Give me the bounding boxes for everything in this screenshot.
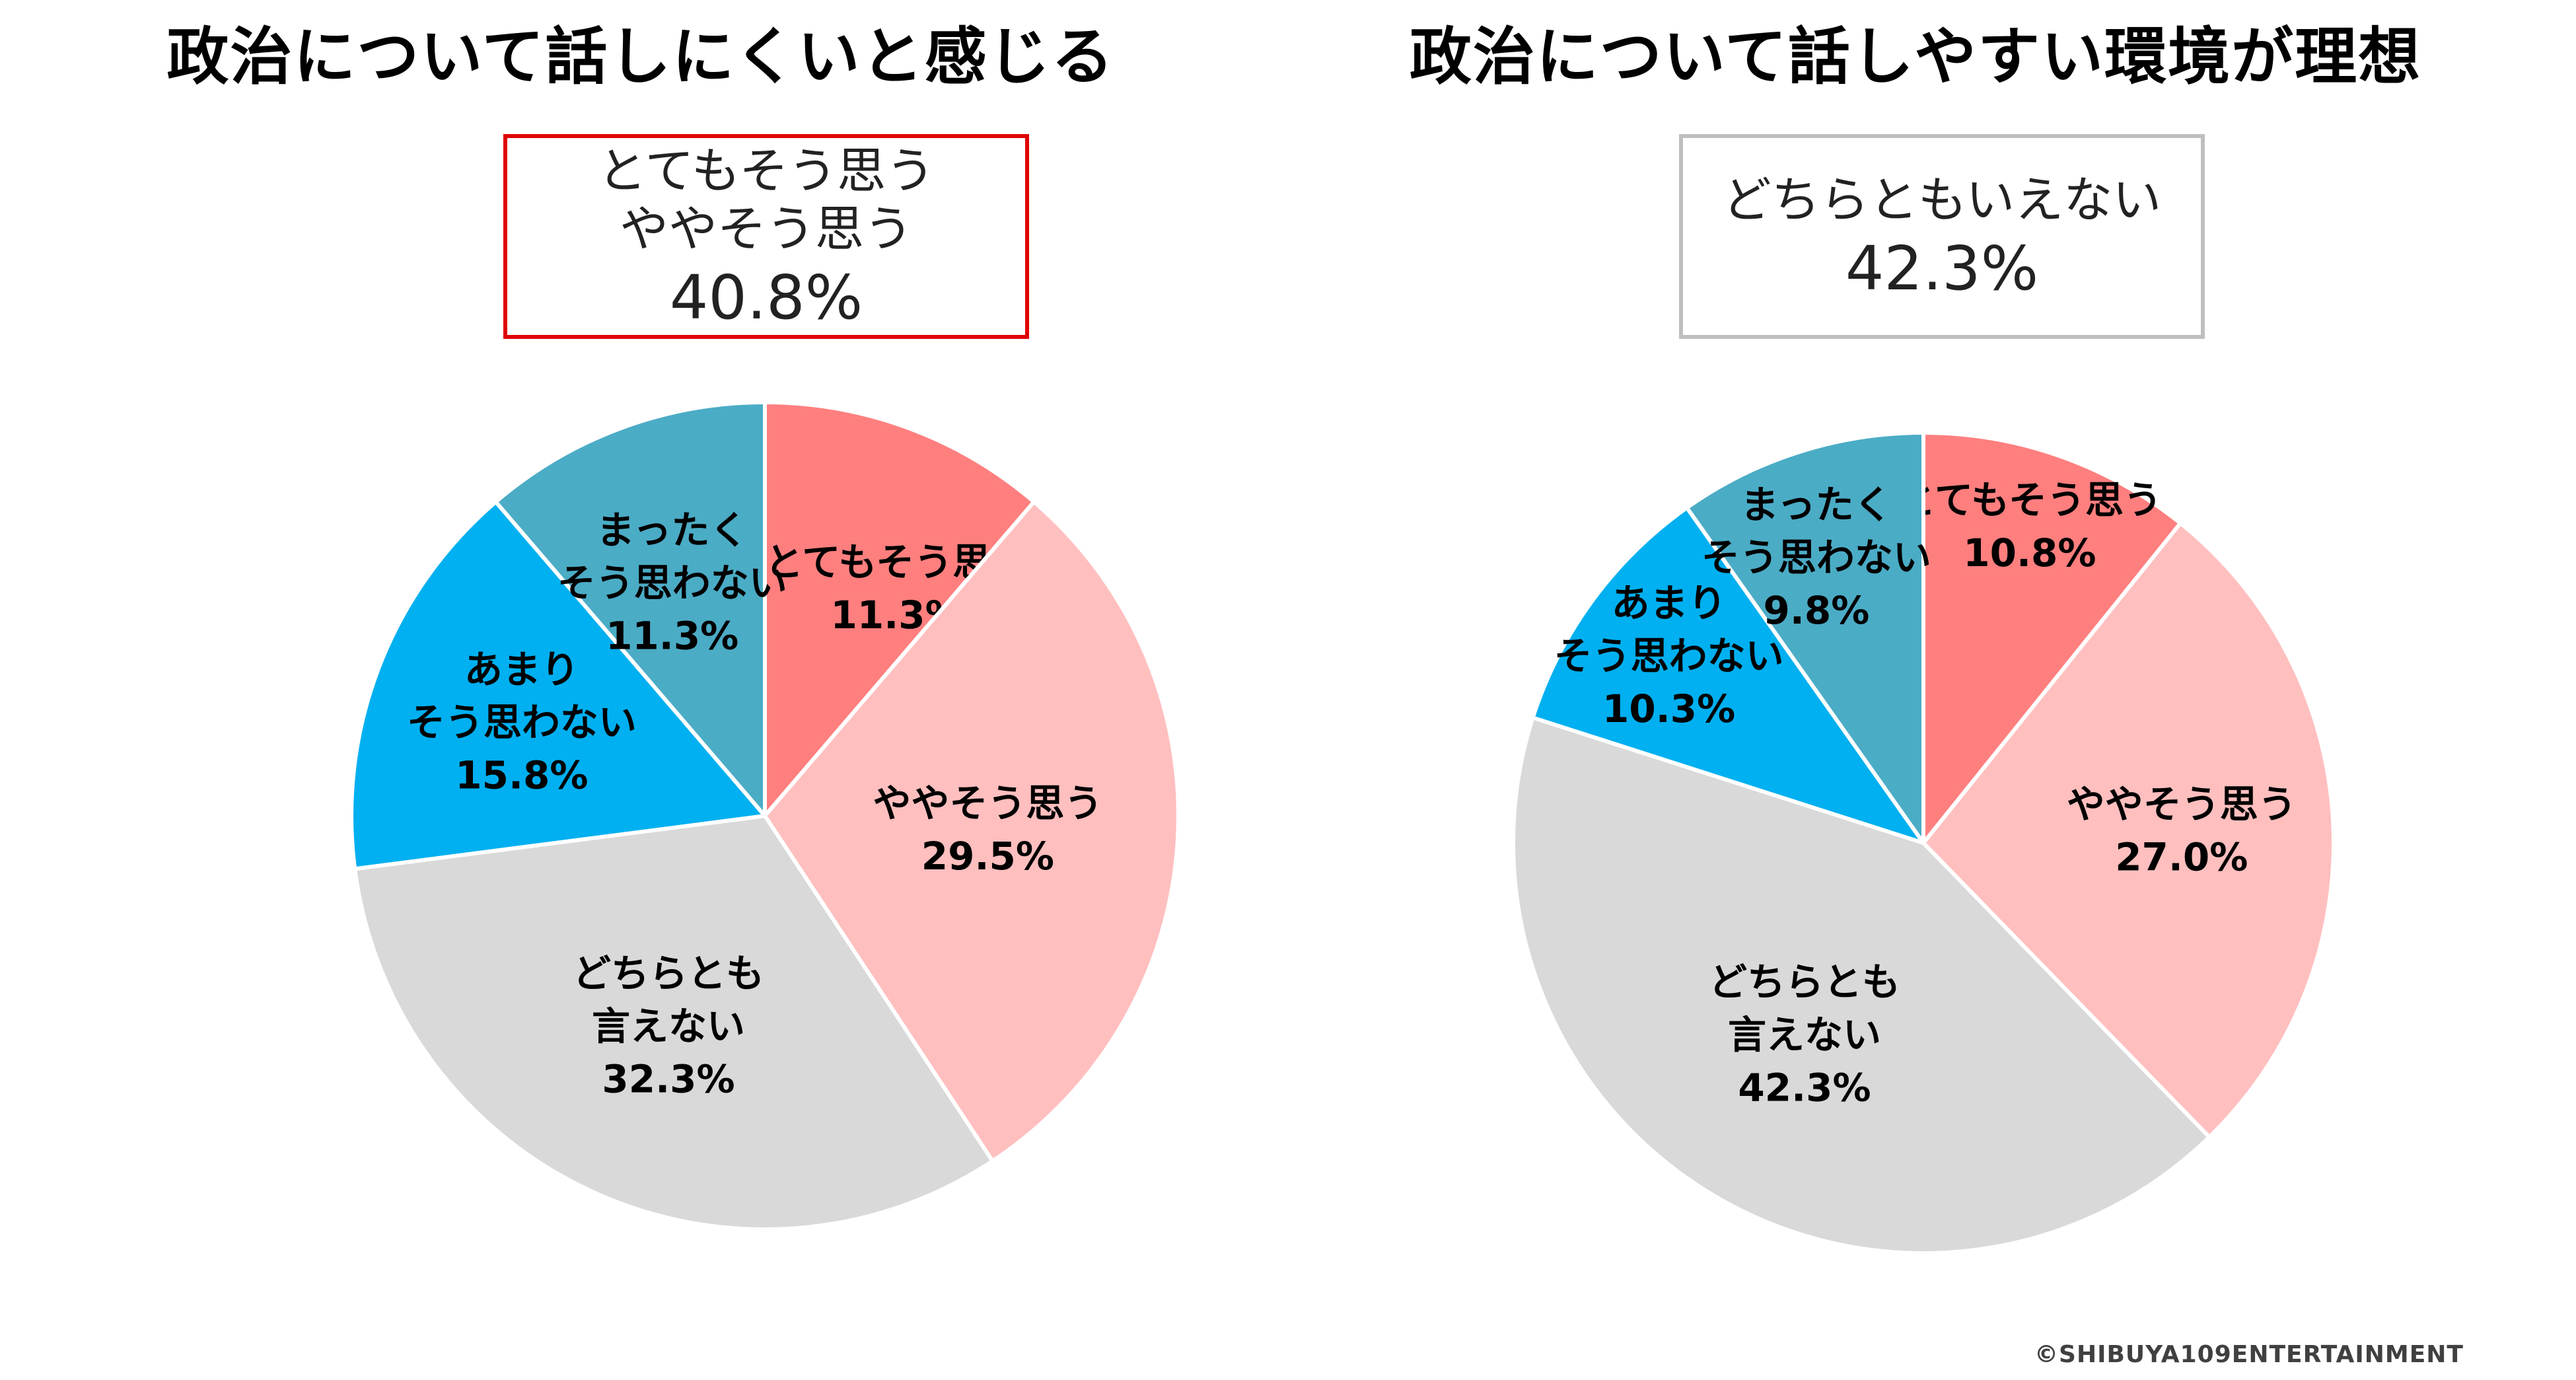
chart-0-slice-0 (763, 400, 1036, 818)
chart-1-slice-2 (1511, 715, 2211, 1255)
right-callout-line-1: どちらともいえない (1722, 172, 2162, 229)
chart-1-slice-0-label-line: とてもそう思う (1898, 478, 2162, 523)
chart-1-slice-3-label-line: そう思わない (1554, 634, 1784, 678)
chart-1-slice-1-value: 27.0% (2115, 835, 2248, 880)
chart-0-slice-4-label-line: そう思わない (557, 561, 787, 606)
left-chart-title: 政治について話しにくいと感じる (166, 21, 1115, 93)
chart-0-slice-4-value: 11.3% (606, 614, 738, 659)
chart-1-slice-2-label: どちらとも言えない 42.3% (1709, 959, 1900, 1110)
left-callout-box: とてもそう思う ややそう思う 40.8% (503, 134, 1029, 339)
right-callout-value: 42.3% (1845, 233, 2039, 304)
chart-1-slice-0-label: とてもそう思う 10.8% (1898, 478, 2162, 575)
chart-1-slice-2-label-line: 言えない (1728, 1012, 1881, 1057)
chart-1-slice-1-label: ややそう思う 27.0% (2067, 782, 2297, 880)
chart-1-slice-3 (1530, 505, 1925, 845)
chart-1-slice-4-label-line: まったく (1740, 482, 1892, 527)
chart-1-slice-2-value: 42.3% (1738, 1065, 1871, 1110)
left-callout-line-2: ややそう思う (620, 201, 913, 258)
chart-1-slice-0 (1921, 431, 2183, 845)
chart-1-slice-3-value: 10.3% (1602, 686, 1735, 731)
chart-0-slice-2-value: 32.3% (602, 1057, 734, 1102)
left-callout-value: 40.8% (669, 262, 863, 333)
chart-0-slice-3-label-line: あまり (464, 647, 579, 692)
chart-1-slice-0-value: 10.8% (1963, 530, 2096, 575)
chart-1-slice-4-value: 9.8% (1763, 588, 1869, 633)
chart-1-slice-3-label-line: あまり (1612, 581, 1727, 626)
chart-0-slice-3-label: あまりそう思わない 15.8% (407, 647, 637, 798)
chart-1-slice-4-label: まったくそう思わない 9.8% (1701, 482, 1931, 633)
chart-0-slice-1-label-line: ややそう思う (873, 781, 1102, 826)
left-callout-line-1: とてもそう思う (597, 143, 935, 200)
chart-1-slice-1-label-line: ややそう思う (2067, 782, 2297, 827)
chart-1-slice-2-label-line: どちらとも (1709, 959, 1900, 1004)
right-callout-box: どちらともいえない 42.3% (1679, 134, 2205, 339)
chart-0-slice-4-label: まったくそう思わない 11.3% (557, 508, 787, 659)
chart-1-slice-1 (1921, 521, 2336, 1140)
chart-0-slice-4-label-line: まったく (596, 508, 748, 553)
chart-0-slice-4 (493, 400, 767, 818)
chart-0-slice-2-label: どちらとも言えない 32.3% (573, 951, 764, 1102)
chart-0-slice-2 (353, 814, 995, 1231)
right-chart-title: 政治について話しやすい環境が理想 (1409, 21, 2422, 93)
chart-1-slice-4 (1684, 431, 1925, 845)
copyright-footer: ©SHIBUYA109ENTERTAINMENT (2034, 1341, 2464, 1368)
chart-0-slice-1-value: 29.5% (921, 834, 1054, 879)
chart-0-slice-2-label-line: 言えない (592, 1004, 745, 1049)
chart-1-slice-4-label-line: そう思わない (1701, 535, 1931, 580)
chart-0-slice-3-value: 15.8% (455, 753, 588, 798)
chart-0-slice-3 (349, 499, 767, 871)
chart-1-slice-3-label: あまりそう思わない 10.3% (1554, 581, 1784, 731)
chart-0-slice-3-label-line: そう思わない (407, 700, 637, 745)
chart-0-slice-1 (763, 499, 1180, 1163)
chart-0-slice-2-label-line: どちらとも (573, 951, 764, 996)
chart-0-slice-1-label: ややそう思う 29.5% (873, 781, 1102, 879)
